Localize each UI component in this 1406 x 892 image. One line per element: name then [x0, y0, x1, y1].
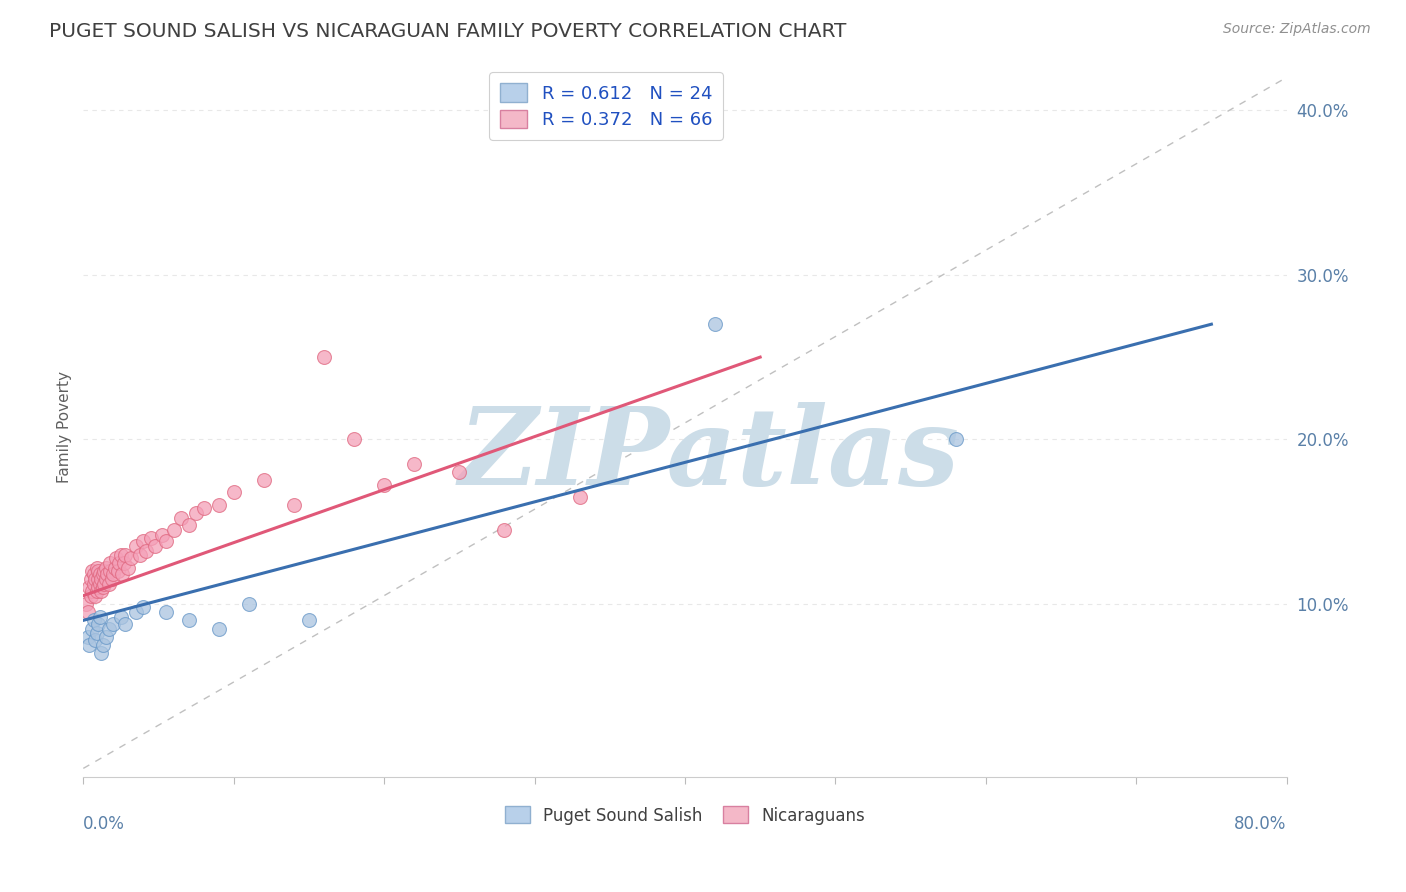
Point: [108, 556, 131, 570]
Point: [82, 564, 104, 578]
Point: [93, 564, 115, 578]
Text: 0.0%: 0.0%: [83, 815, 125, 833]
Point: [125, 605, 148, 619]
Point: [155, 605, 177, 619]
Point: [298, 613, 321, 627]
Point: [87, 572, 110, 586]
Point: [449, 465, 471, 479]
Point: [208, 498, 231, 512]
Point: [238, 597, 260, 611]
Point: [104, 560, 127, 574]
Point: [114, 548, 136, 562]
Text: PUGET SOUND SALISH VS NICARAGUAN FAMILY POVERTY CORRELATION CHART: PUGET SOUND SALISH VS NICARAGUAN FAMILY …: [49, 22, 846, 41]
Point: [90, 583, 112, 598]
Point: [283, 498, 305, 512]
Point: [87, 564, 110, 578]
Point: [177, 517, 200, 532]
Point: [93, 577, 115, 591]
Point: [79, 638, 101, 652]
Point: [155, 534, 177, 549]
Point: [83, 567, 105, 582]
Point: [193, 501, 215, 516]
Point: [84, 633, 107, 648]
Point: [91, 567, 114, 582]
Point: [132, 600, 155, 615]
Point: [162, 523, 184, 537]
Point: [105, 550, 128, 565]
Point: [139, 531, 162, 545]
Point: [86, 626, 108, 640]
Text: 80.0%: 80.0%: [1234, 815, 1286, 833]
Point: [84, 572, 107, 586]
Legend: Puget Sound Salish, Nicaraguans: Puget Sound Salish, Nicaraguans: [498, 800, 872, 831]
Point: [82, 583, 104, 598]
Point: [76, 605, 98, 619]
Point: [79, 581, 101, 595]
Point: [89, 577, 111, 591]
Point: [253, 474, 276, 488]
Point: [86, 583, 108, 598]
Point: [76, 630, 98, 644]
Point: [177, 613, 200, 627]
Point: [98, 564, 121, 578]
Point: [97, 622, 120, 636]
Point: [568, 490, 591, 504]
Y-axis label: Family Poverty: Family Poverty: [58, 371, 72, 483]
Point: [103, 616, 125, 631]
Point: [91, 581, 114, 595]
Point: [107, 564, 129, 578]
Point: [91, 638, 114, 652]
Point: [945, 433, 967, 447]
Text: Source: ZipAtlas.com: Source: ZipAtlas.com: [1223, 22, 1371, 37]
Point: [112, 556, 135, 570]
Point: [90, 646, 112, 660]
Point: [110, 548, 132, 562]
Point: [94, 572, 117, 586]
Point: [97, 577, 120, 591]
Point: [101, 572, 124, 586]
Point: [312, 350, 335, 364]
Point: [170, 511, 193, 525]
Point: [494, 523, 516, 537]
Point: [150, 528, 173, 542]
Point: [87, 581, 110, 595]
Point: [103, 567, 125, 582]
Point: [83, 613, 105, 627]
Point: [184, 507, 207, 521]
Point: [145, 539, 167, 553]
Point: [96, 567, 118, 582]
Point: [125, 539, 148, 553]
Point: [111, 567, 134, 582]
Point: [86, 560, 108, 574]
Point: [83, 577, 105, 591]
Point: [222, 485, 245, 500]
Point: [132, 534, 155, 549]
Point: [84, 589, 107, 603]
Point: [80, 572, 103, 586]
Point: [89, 610, 111, 624]
Point: [110, 610, 132, 624]
Point: [89, 567, 111, 582]
Point: [129, 548, 152, 562]
Point: [120, 550, 142, 565]
Point: [75, 597, 97, 611]
Text: ZIPatlas: ZIPatlas: [458, 402, 959, 508]
Point: [114, 616, 136, 631]
Point: [98, 556, 121, 570]
Point: [373, 478, 395, 492]
Point: [94, 560, 117, 574]
Point: [343, 433, 366, 447]
Point: [704, 317, 727, 331]
Point: [208, 622, 231, 636]
Point: [404, 457, 426, 471]
Point: [87, 616, 110, 631]
Point: [94, 630, 117, 644]
Point: [82, 622, 104, 636]
Point: [135, 544, 157, 558]
Point: [80, 589, 103, 603]
Point: [90, 572, 112, 586]
Point: [117, 560, 139, 574]
